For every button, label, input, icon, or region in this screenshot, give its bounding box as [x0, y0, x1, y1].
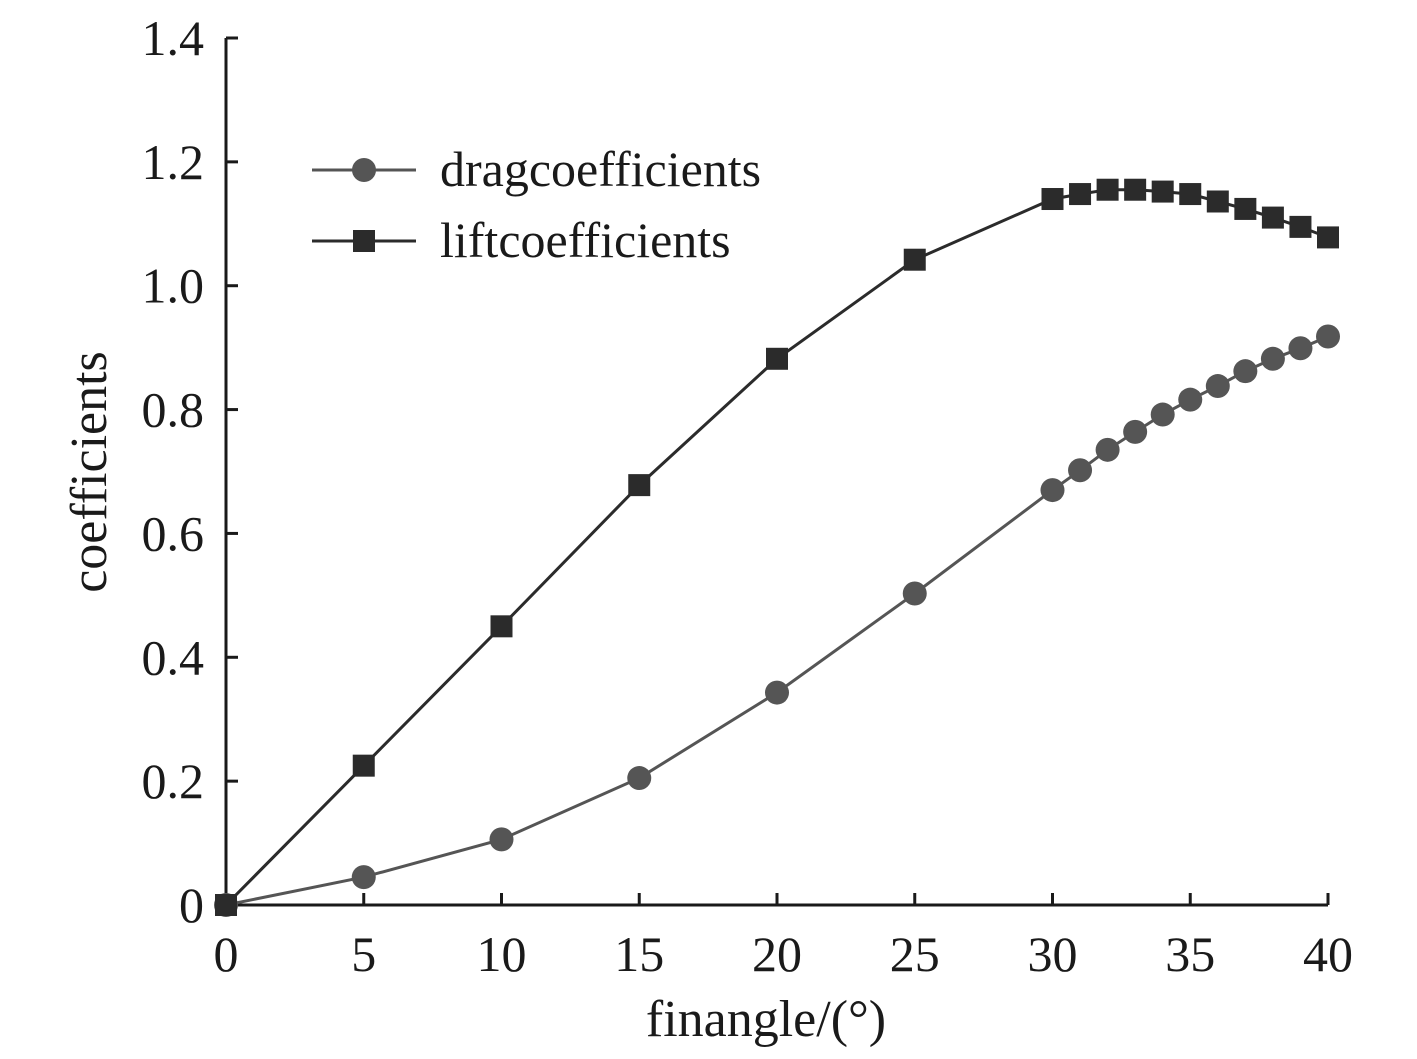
dragcoefficients-point	[1205, 374, 1230, 399]
liftcoefficients-point	[1317, 226, 1339, 249]
dragcoefficients-point	[1178, 387, 1203, 412]
liftcoefficients-point	[1096, 178, 1119, 201]
y-tick-label: 0.4	[142, 629, 205, 685]
series-dragcoefficients	[214, 324, 1340, 917]
y-tick-label: 0	[179, 877, 204, 933]
dragcoefficients-point	[627, 766, 652, 791]
dragcoefficients-point	[489, 827, 514, 852]
x-tick-label: 10	[477, 926, 527, 982]
dragcoefficients-point	[902, 581, 927, 606]
dragcoefficients-point	[1123, 419, 1148, 444]
liftcoefficients-point	[1069, 183, 1092, 206]
series-layer	[214, 178, 1340, 917]
liftcoefficients-point	[352, 754, 375, 777]
x-tick-label: 35	[1165, 926, 1215, 982]
x-tick-label: 20	[752, 926, 802, 982]
legend-marker	[353, 230, 375, 252]
liftcoefficients-point	[215, 894, 237, 916]
x-tick-label: 25	[890, 926, 940, 982]
x-tick-label: 40	[1303, 926, 1353, 982]
legend-marker	[352, 158, 376, 182]
dragcoefficients-point	[1095, 437, 1120, 462]
liftcoefficients-point	[490, 615, 513, 638]
dragcoefficients-point	[1316, 324, 1340, 349]
liftcoefficients-point	[1234, 197, 1257, 220]
y-tick-label: 0.2	[142, 753, 205, 809]
y-tick-label: 1.0	[142, 258, 205, 314]
liftcoefficients-point	[766, 347, 788, 370]
liftcoefficients-point	[1179, 183, 1202, 206]
legend-label: dragcoefficients	[440, 141, 761, 197]
dragcoefficients-point	[1068, 458, 1093, 483]
x-tick-label: 5	[351, 926, 376, 982]
liftcoefficients-point	[1151, 180, 1174, 203]
x-axis-title: finangle/(°)	[646, 991, 886, 1048]
legend-item-dragcoefficients: dragcoefficients	[312, 141, 761, 197]
dragcoefficients-point	[1233, 359, 1258, 384]
y-tick-label: 1.4	[142, 10, 205, 66]
legend-label: liftcoefficients	[440, 212, 731, 268]
y-tick-label: 1.2	[142, 134, 205, 190]
liftcoefficients-point	[1289, 215, 1312, 238]
dragcoefficients-point	[1260, 346, 1285, 371]
liftcoefficients-point	[1041, 188, 1064, 211]
dragcoefficients-point	[1040, 478, 1065, 503]
liftcoefficients-point	[628, 474, 651, 497]
liftcoefficients-point	[1124, 178, 1147, 201]
x-tick-label: 0	[214, 926, 239, 982]
liftcoefficients-point	[1261, 206, 1284, 229]
liftcoefficients-point	[903, 248, 926, 271]
x-tick-label: 15	[614, 926, 664, 982]
dragcoefficients-point	[1288, 336, 1313, 361]
legend: dragcoefficients liftcoefficients	[312, 141, 761, 268]
dragcoefficients-point	[765, 680, 789, 705]
axes: 0 0.2 0.4 0.6 0.8 1.0 1.2 1.4 0 5 10 15 20 25 30 35 40	[142, 10, 1354, 982]
y-tick-label: 0.8	[142, 382, 205, 438]
x-tick-label: 30	[1028, 926, 1078, 982]
y-axis-title: coefficients	[61, 351, 118, 593]
liftcoefficients-line	[224, 188, 1329, 907]
series-liftcoefficients	[215, 178, 1339, 916]
legend-item-liftcoefficients: liftcoefficients	[312, 212, 731, 268]
y-tick-label: 0.6	[142, 505, 205, 561]
liftcoefficients-point	[1206, 190, 1229, 213]
dragcoefficients-point	[351, 865, 376, 890]
dragcoefficients-point	[1150, 402, 1175, 427]
